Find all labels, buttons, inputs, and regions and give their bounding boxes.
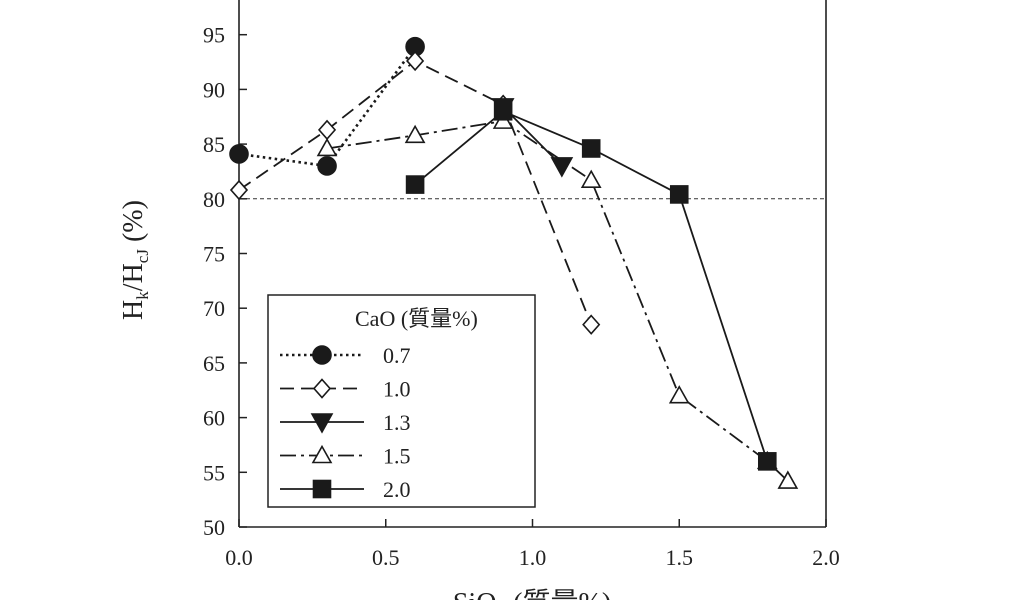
y-tick-label: 60 bbox=[203, 406, 225, 431]
data-point bbox=[405, 175, 425, 194]
legend-item: 1.0 bbox=[280, 377, 411, 402]
y-title-unit: (%) bbox=[118, 200, 149, 249]
y-tick-label: 50 bbox=[203, 515, 225, 540]
y-title-sub2: cJ bbox=[133, 249, 152, 264]
data-point bbox=[580, 169, 602, 189]
data-point bbox=[317, 119, 337, 141]
legend-marker bbox=[312, 479, 332, 499]
data-point bbox=[317, 156, 337, 176]
legend-marker bbox=[312, 345, 332, 365]
x-tick-label: 1.5 bbox=[666, 545, 694, 570]
tick-layer: 50 55 60 65 70 75 80 85 90 95 0.0 0.5 1.0 1.5 2.0 bbox=[203, 23, 840, 570]
data-point bbox=[581, 139, 601, 158]
y-title-sub1: k bbox=[133, 291, 152, 300]
legend-title: CaO (質量%) bbox=[355, 306, 478, 331]
y-tick-label: 75 bbox=[203, 242, 225, 267]
data-point bbox=[404, 124, 426, 144]
legend-label: 1.0 bbox=[383, 377, 411, 402]
legend-box bbox=[267, 294, 536, 508]
data-point bbox=[229, 179, 249, 201]
legend-marker bbox=[310, 413, 334, 434]
data-point bbox=[406, 50, 425, 72]
x-tick-label: 0.5 bbox=[372, 545, 400, 570]
y-tick-label: 70 bbox=[203, 296, 225, 321]
series-0.7 bbox=[229, 36, 425, 176]
data-point bbox=[316, 137, 338, 157]
y-tick-label: 85 bbox=[203, 132, 225, 157]
legend-item: 2.0 bbox=[280, 477, 411, 502]
y-tick-label: 55 bbox=[203, 460, 225, 485]
y-title-mid: /H bbox=[118, 263, 149, 291]
y-axis-title: Hk/HcJ (%) bbox=[118, 200, 152, 320]
y-tick-label: 95 bbox=[203, 23, 225, 48]
legend-marker bbox=[312, 378, 332, 399]
data-point bbox=[669, 185, 689, 204]
data-point bbox=[550, 157, 574, 178]
data-point bbox=[582, 314, 601, 335]
series-line bbox=[238, 45, 417, 168]
legend-marker bbox=[311, 444, 333, 464]
legend-label: 1.5 bbox=[383, 444, 411, 469]
x-tick-label: 2.0 bbox=[812, 545, 840, 570]
legend-item: 1.3 bbox=[280, 410, 411, 435]
series-2.0 bbox=[405, 101, 777, 471]
data-point bbox=[668, 385, 690, 404]
y-tick-label: 80 bbox=[203, 187, 225, 212]
x-axis-title: SiO₂ (質量%) bbox=[453, 587, 611, 600]
data-point bbox=[757, 452, 777, 471]
legend-label: 1.3 bbox=[383, 410, 411, 435]
y-tick-label: 65 bbox=[203, 351, 225, 376]
data-point bbox=[777, 470, 799, 489]
legend-items: 0.7 1.0 1.3 1.5 2.0 bbox=[280, 343, 411, 502]
series-line bbox=[502, 106, 563, 167]
x-tick-label: 0.0 bbox=[225, 545, 253, 570]
data-point bbox=[493, 101, 513, 121]
legend-item: 0.7 bbox=[280, 343, 411, 368]
series-layer bbox=[229, 36, 799, 489]
legend: CaO (質量%) 0.7 1.0 1.3 1.5 2.0 bbox=[267, 294, 536, 508]
y-tick-label: 90 bbox=[203, 77, 225, 102]
legend-label: 2.0 bbox=[383, 477, 411, 502]
y-title-main: H bbox=[118, 300, 149, 320]
x-tick-label: 1.0 bbox=[519, 545, 547, 570]
legend-label: 0.7 bbox=[383, 343, 411, 368]
data-point bbox=[229, 144, 249, 164]
legend-item: 1.5 bbox=[280, 444, 411, 469]
